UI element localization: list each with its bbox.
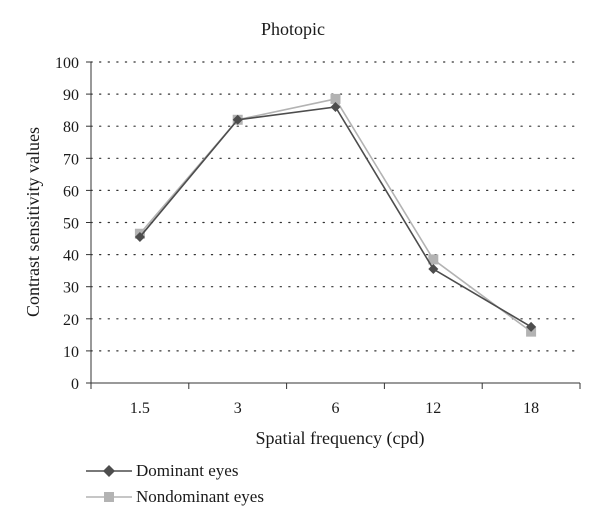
y-tick-label: 10: [63, 344, 79, 361]
y-tick-label: 50: [63, 216, 79, 233]
y-axis-label: Contrast sensitivity values: [23, 127, 43, 317]
data-point-square: [330, 93, 341, 104]
x-tick-label: 6: [332, 400, 340, 417]
legend-label-nondominant: Nondominant eyes: [136, 487, 264, 506]
legend: Dominant eyes Nondominant eyes: [86, 458, 386, 510]
axes: [86, 61, 581, 389]
y-tick-labels: 0 10 20 30 40 50 60 70 80 90 100: [55, 55, 79, 393]
y-tick-label: 80: [63, 119, 79, 136]
data-point-diamond: [232, 114, 243, 125]
legend-item-dominant: Dominant eyes: [86, 458, 386, 484]
x-tick-label: 12: [425, 400, 441, 417]
legend-swatch-dominant: [86, 465, 132, 477]
series-group: [134, 93, 537, 337]
data-point-square: [428, 254, 439, 265]
x-tick-label: 18: [523, 400, 539, 417]
series-line: [139, 106, 532, 328]
series-line: [139, 98, 532, 333]
x-tick-labels: 1.5 3 6 12 18: [130, 400, 539, 417]
x-axis-label: Spatial frequency (cpd): [256, 428, 425, 449]
y-tick-label: 40: [63, 248, 79, 265]
y-tick-label: 90: [63, 87, 79, 104]
legend-item-nondominant: Nondominant eyes: [86, 484, 386, 510]
data-point-diamond: [134, 231, 145, 242]
y-tick-label: 0: [71, 376, 79, 393]
x-tick-label: 1.5: [130, 400, 150, 417]
y-tick-label: 30: [63, 280, 79, 297]
y-tick-label: 60: [63, 183, 79, 200]
y-tick-label: 20: [63, 312, 79, 329]
y-tick-label: 70: [63, 151, 79, 168]
series-dominant: [134, 101, 537, 332]
series-nondominant: [134, 93, 537, 337]
data-point-diamond: [428, 264, 439, 275]
y-tick-label: 100: [55, 55, 79, 72]
x-tick-label: 3: [234, 400, 242, 417]
legend-swatch-nondominant: [86, 492, 132, 502]
data-point-diamond: [330, 101, 341, 112]
data-point-diamond: [526, 321, 537, 332]
legend-label-dominant: Dominant eyes: [136, 461, 239, 480]
chart-title: Photopic: [261, 19, 325, 39]
